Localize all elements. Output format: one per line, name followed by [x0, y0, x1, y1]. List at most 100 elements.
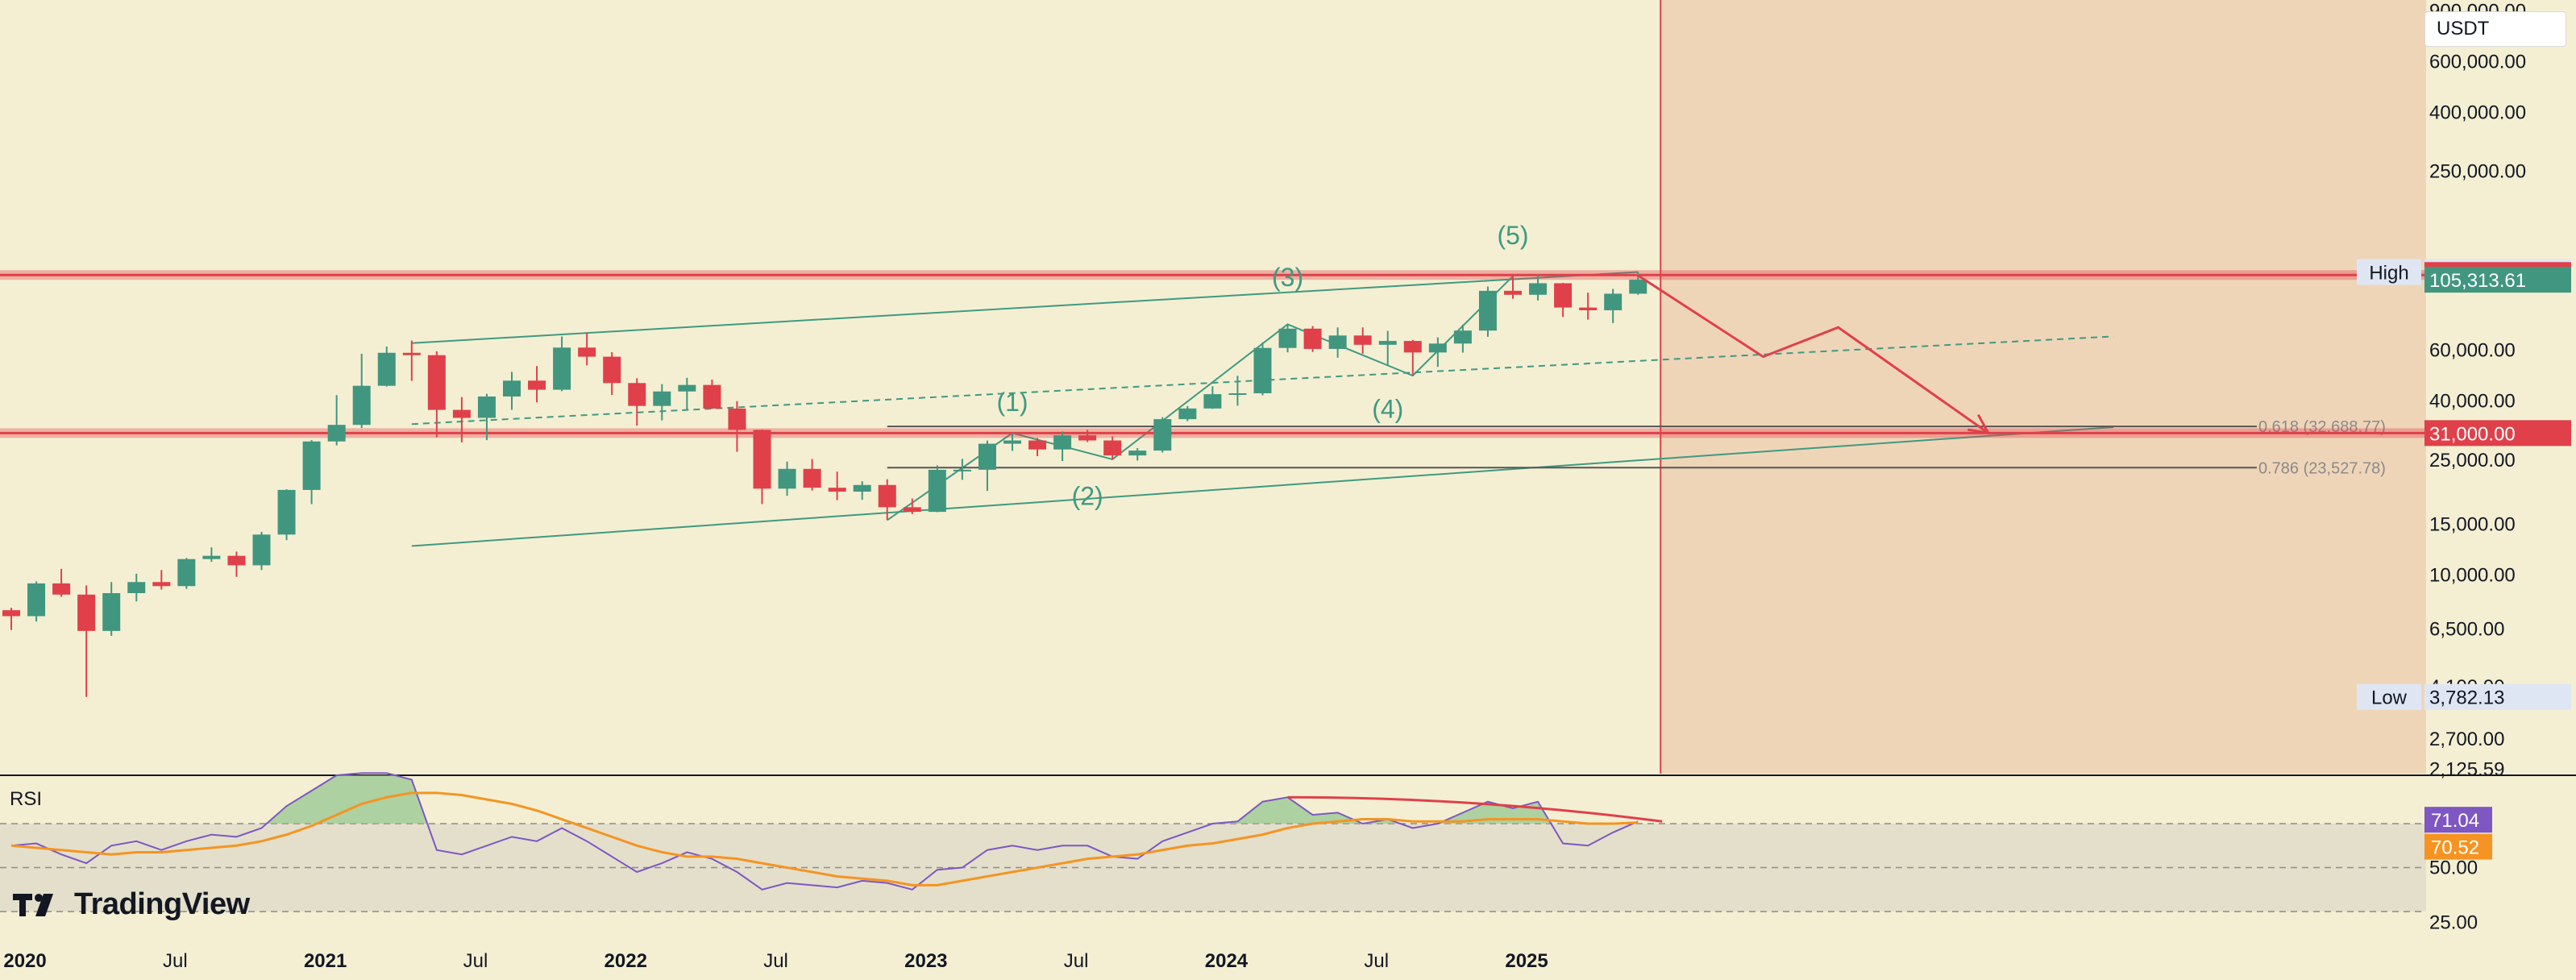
candle — [878, 479, 896, 521]
candle — [728, 401, 746, 452]
candle-body — [1153, 419, 1172, 451]
candle-body — [1579, 307, 1598, 310]
price-axis[interactable]: 900,000.00600,000.00400,000.00250,000.00… — [2357, 0, 2571, 934]
time-axis[interactable]: 2020 Jul 2021 Jul 2022 Jul 2023 Jul 2024 Jul 2025 — [3, 950, 1548, 972]
candle — [1003, 433, 1021, 451]
fib-level-label: 0.618 (32,688.77) — [2258, 418, 2386, 436]
candle — [1303, 326, 1322, 352]
price-tick: 2,125.59 — [2429, 758, 2504, 780]
candle — [603, 351, 621, 396]
candle — [953, 459, 971, 480]
rsi-value-tag-text: 70.52 — [2431, 837, 2479, 859]
fib-level-label: 0.786 (23,527.78) — [2258, 459, 2386, 477]
candle-body — [878, 484, 896, 508]
rsi-value-tag-box — [2424, 807, 2492, 833]
candle — [52, 568, 71, 597]
candle — [1579, 293, 1598, 320]
candle-body — [1003, 440, 1021, 444]
candle — [1504, 276, 1522, 299]
candle — [1604, 289, 1622, 323]
channel-line — [411, 271, 1639, 344]
candle-body — [102, 592, 121, 631]
candle — [1428, 337, 1447, 368]
tradingview-logo: TradingView — [11, 887, 250, 922]
price-tick: 6,500.00 — [2429, 618, 2504, 640]
candle-body — [1328, 335, 1347, 349]
candle — [302, 440, 321, 505]
time-tick: 2023 — [904, 950, 947, 972]
candle — [202, 547, 221, 563]
price-tag-box — [2424, 683, 2571, 710]
candle — [152, 570, 171, 590]
candle-body — [402, 352, 421, 355]
candle — [1228, 376, 1247, 406]
candle-body — [1353, 335, 1372, 345]
price-tick: 15,000.00 — [2429, 513, 2516, 535]
candle-body — [1253, 347, 1272, 393]
candle-body — [578, 347, 596, 357]
candle-body — [52, 583, 71, 595]
candle — [127, 573, 146, 602]
rsi-tick: 25.00 — [2429, 912, 2478, 934]
candle-body — [327, 425, 346, 442]
candle — [1554, 282, 1573, 318]
candle — [1478, 286, 1497, 337]
time-tick: Jul — [1064, 950, 1089, 972]
candle — [703, 379, 721, 409]
time-tick: Jul — [163, 950, 188, 972]
candle-body — [928, 469, 946, 513]
rsi-value-tag: 70.52 — [2424, 833, 2492, 860]
candle-body — [302, 441, 321, 490]
currency-label[interactable]: USDT — [2424, 11, 2566, 47]
price-tag-label: Low — [2371, 687, 2408, 709]
price-tag-level: 31,000.00 — [2424, 420, 2571, 446]
candle-body — [728, 408, 746, 430]
price-tag-box — [2424, 420, 2571, 446]
candle-body — [528, 380, 546, 390]
candle — [1403, 339, 1422, 376]
price-tick: 25,000.00 — [2429, 450, 2516, 471]
candle-body — [903, 507, 921, 513]
tradingview-logo-icon — [13, 894, 53, 916]
time-tick: 2022 — [605, 950, 647, 972]
candle-body — [77, 594, 96, 631]
candle — [1178, 405, 1197, 421]
candle — [1078, 430, 1097, 442]
rsi-tick: 50.00 — [2429, 858, 2478, 879]
price-tag-value: 31,000.00 — [2429, 423, 2516, 445]
rsi-value-tag-box — [2424, 833, 2492, 860]
candle-body — [1028, 440, 1047, 450]
candle-body — [1478, 290, 1497, 331]
candle — [1203, 386, 1222, 409]
wave-labels: (1) (2) (3) (4) (5) — [996, 221, 1528, 511]
candle — [978, 440, 996, 492]
candle — [1529, 275, 1548, 301]
candle-body — [778, 468, 796, 489]
candle-body — [152, 582, 171, 587]
candle-body — [1178, 408, 1197, 420]
candle — [903, 498, 921, 514]
candle-body — [1453, 330, 1472, 344]
candle-body — [953, 469, 971, 471]
candle — [377, 347, 396, 387]
candle-body — [1504, 290, 1522, 295]
candle — [1053, 431, 1072, 462]
wave-label: (1) — [996, 388, 1028, 417]
candle-body — [277, 489, 296, 535]
candle-body — [2, 610, 20, 617]
candle — [77, 585, 96, 697]
time-tick: 2020 — [3, 950, 46, 972]
candle — [102, 582, 121, 637]
rsi-ma-line — [10, 791, 1639, 887]
price-tick: 600,000.00 — [2429, 51, 2526, 73]
candle-body — [1128, 451, 1147, 456]
candle — [1328, 327, 1347, 358]
candle-body — [853, 484, 871, 492]
price-tick: 400,000.00 — [2429, 102, 2526, 123]
price-tag-label: High — [2369, 263, 2408, 284]
candle-body — [1103, 440, 1122, 456]
price-tag-label-box — [2357, 683, 2421, 710]
price-tag-value: 105,313.61 — [2429, 270, 2526, 292]
